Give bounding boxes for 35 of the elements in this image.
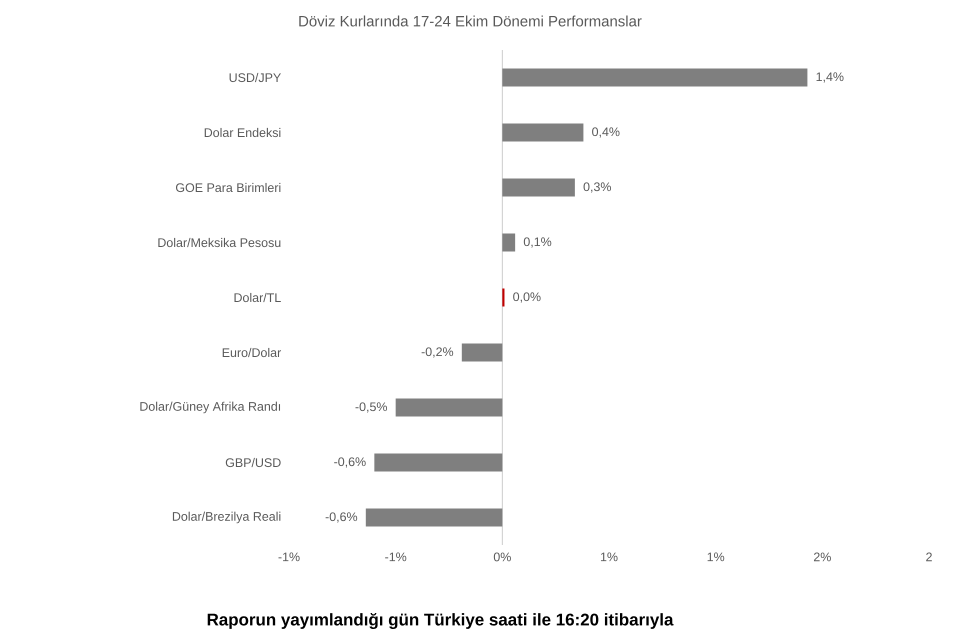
bar <box>366 508 502 526</box>
bar <box>396 398 502 416</box>
bar <box>502 124 584 142</box>
bar <box>462 343 502 362</box>
y-tick-label: GBP/USD <box>226 458 281 468</box>
x-tick-label: 0% <box>494 552 511 562</box>
data-label: -0,5% <box>355 402 388 413</box>
chart-title: Döviz Kurlarında 17-24 Ekim Dönemi Performanslar <box>299 16 642 26</box>
data-label: 0,1% <box>524 237 552 248</box>
y-tick-label: Euro/Dolar <box>222 348 282 358</box>
bar <box>502 68 808 86</box>
y-tick-label: Dolar/TL <box>234 292 281 302</box>
bar <box>502 178 575 196</box>
data-label: -0,6% <box>334 457 366 468</box>
data-label: -0,2% <box>422 347 454 358</box>
data-label: 0,0% <box>513 292 541 303</box>
data-label: 0,4% <box>592 127 620 138</box>
x-tick-label: 2% <box>814 552 831 562</box>
bar <box>502 234 516 252</box>
y-tick-label: Dolar/Meksika Pesosu <box>158 238 280 248</box>
y-tick-label: Dolar/Brezilya Reali <box>172 512 280 524</box>
y-tick-label: GOE Para Birimleri <box>176 182 280 192</box>
data-label: -0,6% <box>326 512 358 523</box>
y-tick-label: Dolar Endeksi <box>204 128 280 138</box>
y-tick-label: USD/JPY <box>230 72 281 82</box>
data-label: 0,3% <box>584 182 612 193</box>
y-tick-label: Dolar/Güney Afrika Randı <box>140 402 280 414</box>
x-tick-label: 2 <box>926 552 932 562</box>
text: Raporun yayımlandığı gün Türkiye saati ile 16:20 itibarıyla <box>208 612 674 630</box>
data-label: 1,4% <box>816 72 844 83</box>
x-tick-label: -1% <box>385 552 406 562</box>
x-tick-label: 1% <box>600 552 618 562</box>
x-tick-label: -1% <box>278 552 300 562</box>
bar <box>374 453 502 472</box>
x-tick-label: 1% <box>708 552 724 562</box>
